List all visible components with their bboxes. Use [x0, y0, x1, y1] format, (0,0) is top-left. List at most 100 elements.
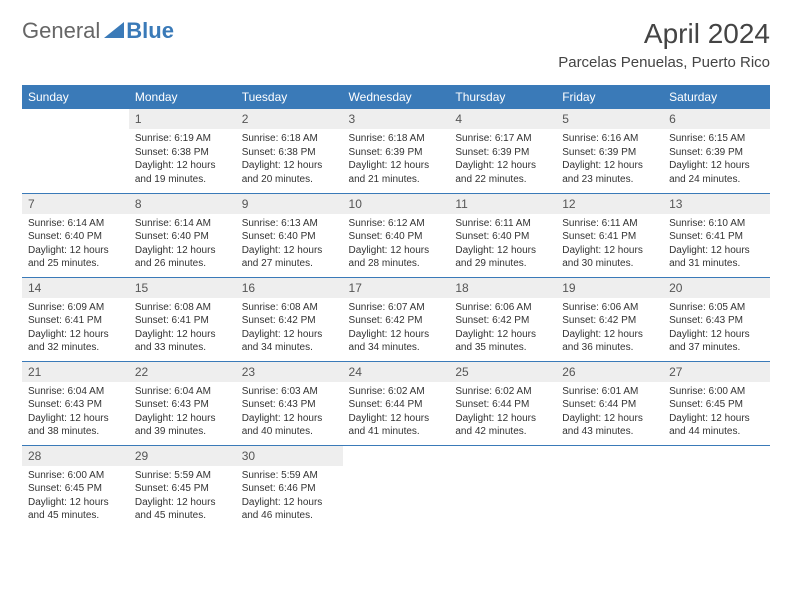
day-details: Sunrise: 6:05 AMSunset: 6:43 PMDaylight:…	[663, 298, 770, 360]
weekday-header: Wednesday	[343, 85, 450, 109]
day-number: 6	[663, 109, 770, 129]
day-details: Sunrise: 6:11 AMSunset: 6:40 PMDaylight:…	[449, 214, 556, 276]
calendar-cell: 14Sunrise: 6:09 AMSunset: 6:41 PMDayligh…	[22, 277, 129, 361]
calendar-table: SundayMondayTuesdayWednesdayThursdayFrid…	[22, 85, 770, 529]
day-number: 7	[22, 194, 129, 214]
day-number: 3	[343, 109, 450, 129]
day-details: Sunrise: 6:16 AMSunset: 6:39 PMDaylight:…	[556, 129, 663, 191]
calendar-cell: 10Sunrise: 6:12 AMSunset: 6:40 PMDayligh…	[343, 193, 450, 277]
calendar-cell: 18Sunrise: 6:06 AMSunset: 6:42 PMDayligh…	[449, 277, 556, 361]
calendar-cell: ..	[449, 445, 556, 529]
day-details: Sunrise: 6:15 AMSunset: 6:39 PMDaylight:…	[663, 129, 770, 191]
calendar-cell: ..	[556, 445, 663, 529]
weekday-header: Sunday	[22, 85, 129, 109]
calendar-cell: 24Sunrise: 6:02 AMSunset: 6:44 PMDayligh…	[343, 361, 450, 445]
day-number: 4	[449, 109, 556, 129]
day-details: Sunrise: 6:17 AMSunset: 6:39 PMDaylight:…	[449, 129, 556, 191]
day-number: 15	[129, 278, 236, 298]
day-details: Sunrise: 6:12 AMSunset: 6:40 PMDaylight:…	[343, 214, 450, 276]
calendar-cell: 22Sunrise: 6:04 AMSunset: 6:43 PMDayligh…	[129, 361, 236, 445]
calendar-cell: 13Sunrise: 6:10 AMSunset: 6:41 PMDayligh…	[663, 193, 770, 277]
weekday-header: Friday	[556, 85, 663, 109]
day-details: Sunrise: 6:00 AMSunset: 6:45 PMDaylight:…	[663, 382, 770, 444]
calendar-cell: 21Sunrise: 6:04 AMSunset: 6:43 PMDayligh…	[22, 361, 129, 445]
day-number: 12	[556, 194, 663, 214]
day-details: Sunrise: 6:09 AMSunset: 6:41 PMDaylight:…	[22, 298, 129, 360]
logo-text-blue: Blue	[126, 18, 174, 44]
day-number: 24	[343, 362, 450, 382]
day-number: 5	[556, 109, 663, 129]
day-number: 14	[22, 278, 129, 298]
month-title: April 2024	[558, 18, 770, 50]
weekday-header: Saturday	[663, 85, 770, 109]
day-number: 27	[663, 362, 770, 382]
calendar-cell: 27Sunrise: 6:00 AMSunset: 6:45 PMDayligh…	[663, 361, 770, 445]
calendar-cell: 6Sunrise: 6:15 AMSunset: 6:39 PMDaylight…	[663, 109, 770, 193]
day-number: 19	[556, 278, 663, 298]
calendar-cell: 23Sunrise: 6:03 AMSunset: 6:43 PMDayligh…	[236, 361, 343, 445]
location: Parcelas Penuelas, Puerto Rico	[558, 54, 770, 71]
calendar-cell: 2Sunrise: 6:18 AMSunset: 6:38 PMDaylight…	[236, 109, 343, 193]
calendar-cell: 1Sunrise: 6:19 AMSunset: 6:38 PMDaylight…	[129, 109, 236, 193]
day-number: 16	[236, 278, 343, 298]
day-number: 28	[22, 446, 129, 466]
day-number: 29	[129, 446, 236, 466]
day-details: Sunrise: 6:18 AMSunset: 6:38 PMDaylight:…	[236, 129, 343, 191]
calendar-cell: 5Sunrise: 6:16 AMSunset: 6:39 PMDaylight…	[556, 109, 663, 193]
day-details: Sunrise: 5:59 AMSunset: 6:46 PMDaylight:…	[236, 466, 343, 528]
day-details: Sunrise: 6:06 AMSunset: 6:42 PMDaylight:…	[556, 298, 663, 360]
day-details: Sunrise: 6:08 AMSunset: 6:41 PMDaylight:…	[129, 298, 236, 360]
calendar-cell: 12Sunrise: 6:11 AMSunset: 6:41 PMDayligh…	[556, 193, 663, 277]
calendar-cell: 8Sunrise: 6:14 AMSunset: 6:40 PMDaylight…	[129, 193, 236, 277]
day-number: 23	[236, 362, 343, 382]
day-number: 25	[449, 362, 556, 382]
calendar-cell: 15Sunrise: 6:08 AMSunset: 6:41 PMDayligh…	[129, 277, 236, 361]
calendar-cell: ..	[22, 109, 129, 193]
calendar-cell: 30Sunrise: 5:59 AMSunset: 6:46 PMDayligh…	[236, 445, 343, 529]
weekday-header: Thursday	[449, 85, 556, 109]
calendar-cell: 9Sunrise: 6:13 AMSunset: 6:40 PMDaylight…	[236, 193, 343, 277]
day-number: 30	[236, 446, 343, 466]
logo-text-general: General	[22, 18, 100, 44]
logo-triangle-icon	[104, 22, 124, 40]
calendar-cell: 11Sunrise: 6:11 AMSunset: 6:40 PMDayligh…	[449, 193, 556, 277]
day-number: 20	[663, 278, 770, 298]
calendar-cell: 3Sunrise: 6:18 AMSunset: 6:39 PMDaylight…	[343, 109, 450, 193]
day-details: Sunrise: 6:02 AMSunset: 6:44 PMDaylight:…	[449, 382, 556, 444]
logo: General Blue	[22, 18, 174, 44]
day-details: Sunrise: 6:01 AMSunset: 6:44 PMDaylight:…	[556, 382, 663, 444]
day-number: 13	[663, 194, 770, 214]
day-details: Sunrise: 6:02 AMSunset: 6:44 PMDaylight:…	[343, 382, 450, 444]
day-details: Sunrise: 6:18 AMSunset: 6:39 PMDaylight:…	[343, 129, 450, 191]
day-details: Sunrise: 6:06 AMSunset: 6:42 PMDaylight:…	[449, 298, 556, 360]
calendar-cell: ..	[663, 445, 770, 529]
weekday-header: Monday	[129, 85, 236, 109]
weekday-header: Tuesday	[236, 85, 343, 109]
calendar-cell: 7Sunrise: 6:14 AMSunset: 6:40 PMDaylight…	[22, 193, 129, 277]
calendar-cell: 20Sunrise: 6:05 AMSunset: 6:43 PMDayligh…	[663, 277, 770, 361]
day-details: Sunrise: 6:13 AMSunset: 6:40 PMDaylight:…	[236, 214, 343, 276]
calendar-cell: 16Sunrise: 6:08 AMSunset: 6:42 PMDayligh…	[236, 277, 343, 361]
day-details: Sunrise: 6:04 AMSunset: 6:43 PMDaylight:…	[22, 382, 129, 444]
day-number: 17	[343, 278, 450, 298]
day-details: Sunrise: 6:19 AMSunset: 6:38 PMDaylight:…	[129, 129, 236, 191]
day-number: 11	[449, 194, 556, 214]
day-number: 10	[343, 194, 450, 214]
calendar-cell: 26Sunrise: 6:01 AMSunset: 6:44 PMDayligh…	[556, 361, 663, 445]
day-details: Sunrise: 6:00 AMSunset: 6:45 PMDaylight:…	[22, 466, 129, 528]
day-number: 8	[129, 194, 236, 214]
calendar-cell: 4Sunrise: 6:17 AMSunset: 6:39 PMDaylight…	[449, 109, 556, 193]
calendar-cell: ..	[343, 445, 450, 529]
day-number: 1	[129, 109, 236, 129]
day-number: 2	[236, 109, 343, 129]
day-number: 21	[22, 362, 129, 382]
day-details: Sunrise: 6:08 AMSunset: 6:42 PMDaylight:…	[236, 298, 343, 360]
calendar-cell: 17Sunrise: 6:07 AMSunset: 6:42 PMDayligh…	[343, 277, 450, 361]
day-details: Sunrise: 5:59 AMSunset: 6:45 PMDaylight:…	[129, 466, 236, 528]
day-details: Sunrise: 6:14 AMSunset: 6:40 PMDaylight:…	[129, 214, 236, 276]
day-details: Sunrise: 6:04 AMSunset: 6:43 PMDaylight:…	[129, 382, 236, 444]
day-details: Sunrise: 6:03 AMSunset: 6:43 PMDaylight:…	[236, 382, 343, 444]
calendar-cell: 28Sunrise: 6:00 AMSunset: 6:45 PMDayligh…	[22, 445, 129, 529]
day-details: Sunrise: 6:10 AMSunset: 6:41 PMDaylight:…	[663, 214, 770, 276]
header: General Blue April 2024 Parcelas Penuela…	[22, 18, 770, 71]
